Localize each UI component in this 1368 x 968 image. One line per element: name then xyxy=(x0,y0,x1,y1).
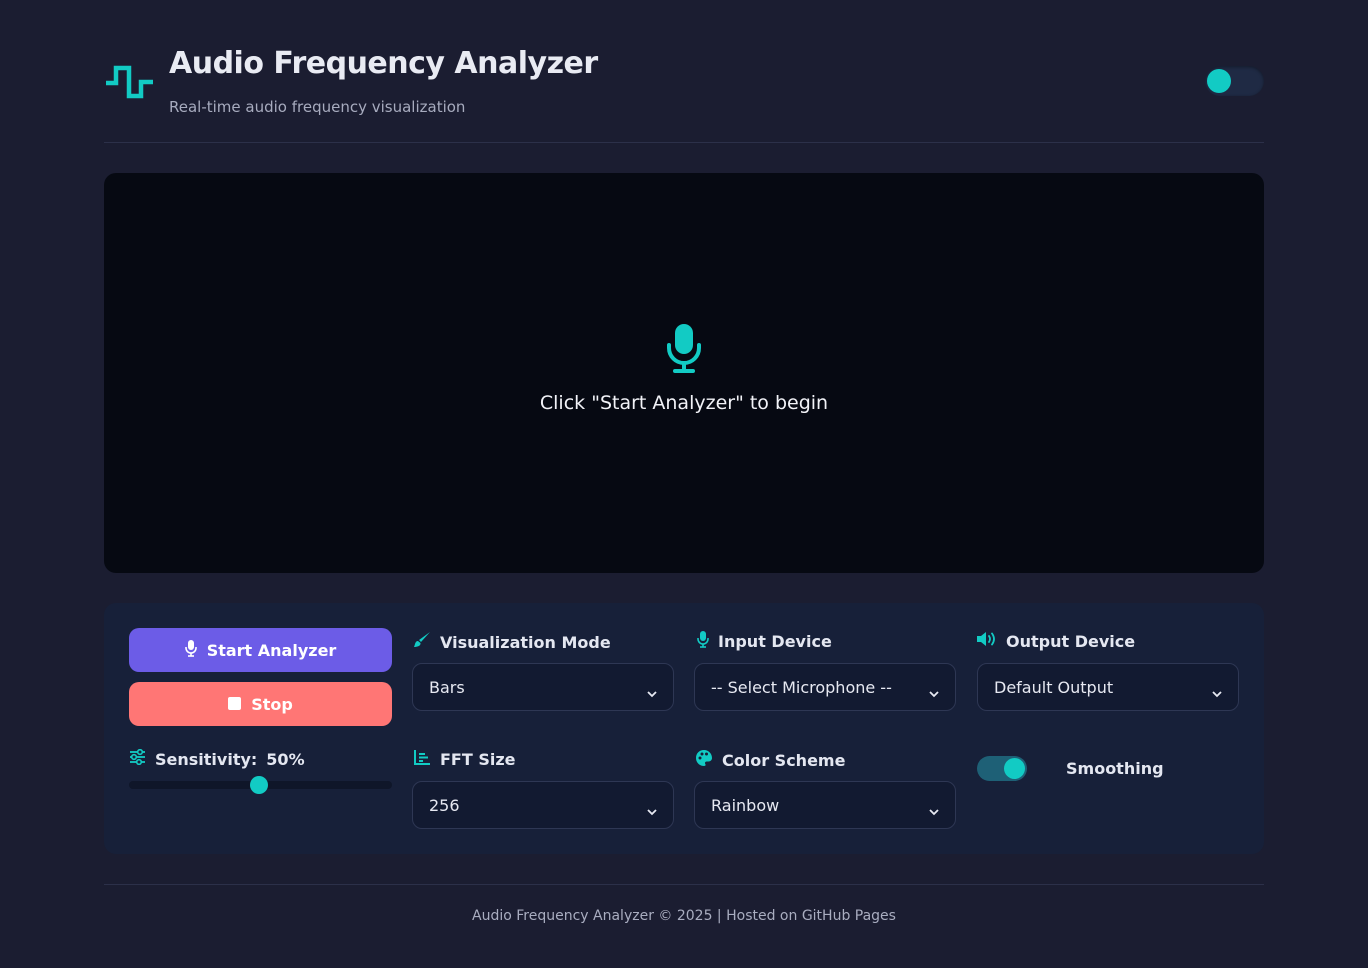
theme-toggle[interactable] xyxy=(1205,66,1264,96)
color-scheme-value: Rainbow xyxy=(711,795,780,815)
output-device-label: Output Device xyxy=(976,631,1135,651)
waveform-icon xyxy=(104,62,156,102)
visualization-mode-label: Visualization Mode xyxy=(413,631,611,653)
microphone-icon xyxy=(666,323,702,375)
chevron-down-icon xyxy=(929,801,939,816)
input-device-label-text: Input Device xyxy=(718,632,832,651)
fft-size-label: FFT Size xyxy=(413,749,516,770)
page-subtitle: Real-time audio frequency visualization xyxy=(169,98,466,116)
color-scheme-select[interactable]: Rainbow xyxy=(694,781,956,829)
color-scheme-label: Color Scheme xyxy=(695,749,845,771)
stop-label: Stop xyxy=(251,694,293,714)
chevron-down-icon xyxy=(929,683,939,698)
stop-icon xyxy=(228,695,242,714)
footer-text: Audio Frequency Analyzer © 2025 | Hosted… xyxy=(472,908,896,924)
chevron-down-icon xyxy=(647,801,657,816)
stop-button[interactable]: Stop xyxy=(129,682,392,726)
sensitivity-label: Sensitivity: 50% xyxy=(129,748,305,769)
page-footer: Audio Frequency Analyzer © 2025 | Hosted… xyxy=(104,884,1264,944)
smoothing-label: Smoothing xyxy=(1066,759,1164,778)
page-header: Audio Frequency Analyzer Real-time audio… xyxy=(104,40,1264,143)
sensitivity-label-text: Sensitivity: xyxy=(155,749,258,769)
smoothing-toggle[interactable] xyxy=(977,756,1027,781)
sensitivity-slider-thumb[interactable] xyxy=(250,776,268,794)
chart-icon xyxy=(413,749,431,770)
smoothing-toggle-knob xyxy=(1004,758,1025,779)
color-scheme-label-text: Color Scheme xyxy=(722,750,846,770)
visualization-mode-label-text: Visualization Mode xyxy=(440,632,611,652)
paint-brush-icon xyxy=(413,631,431,653)
input-device-value: -- Select Microphone -- xyxy=(711,677,892,697)
fft-size-value: 256 xyxy=(429,795,460,815)
input-device-select[interactable]: -- Select Microphone -- xyxy=(694,663,956,711)
speaker-icon xyxy=(976,631,997,651)
chevron-down-icon xyxy=(647,683,657,698)
chevron-down-icon xyxy=(1212,683,1222,698)
microphone-icon xyxy=(697,631,709,652)
sensitivity-value: 50% xyxy=(266,749,305,769)
page-title: Audio Frequency Analyzer xyxy=(169,46,598,81)
fft-size-label-text: FFT Size xyxy=(440,750,516,769)
sliders-icon xyxy=(129,748,146,769)
output-device-label-text: Output Device xyxy=(1006,631,1136,651)
output-device-value: Default Output xyxy=(994,677,1114,697)
input-device-label: Input Device xyxy=(697,631,832,652)
visualizer-canvas: Click "Start Analyzer" to begin xyxy=(104,173,1264,573)
palette-icon xyxy=(695,749,713,771)
theme-toggle-knob xyxy=(1207,69,1231,93)
controls-panel: Start Analyzer Stop Sensitivity: 50% xyxy=(104,603,1264,854)
output-device-select[interactable]: Default Output xyxy=(977,663,1239,711)
fft-size-select[interactable]: 256 xyxy=(412,781,674,829)
start-analyzer-label: Start Analyzer xyxy=(206,640,337,660)
visualizer-placeholder: Click "Start Analyzer" to begin xyxy=(539,392,829,414)
visualization-mode-select[interactable]: Bars xyxy=(412,663,674,711)
visualization-mode-value: Bars xyxy=(429,677,465,697)
start-analyzer-button[interactable]: Start Analyzer xyxy=(129,628,392,672)
microphone-icon xyxy=(184,639,197,661)
